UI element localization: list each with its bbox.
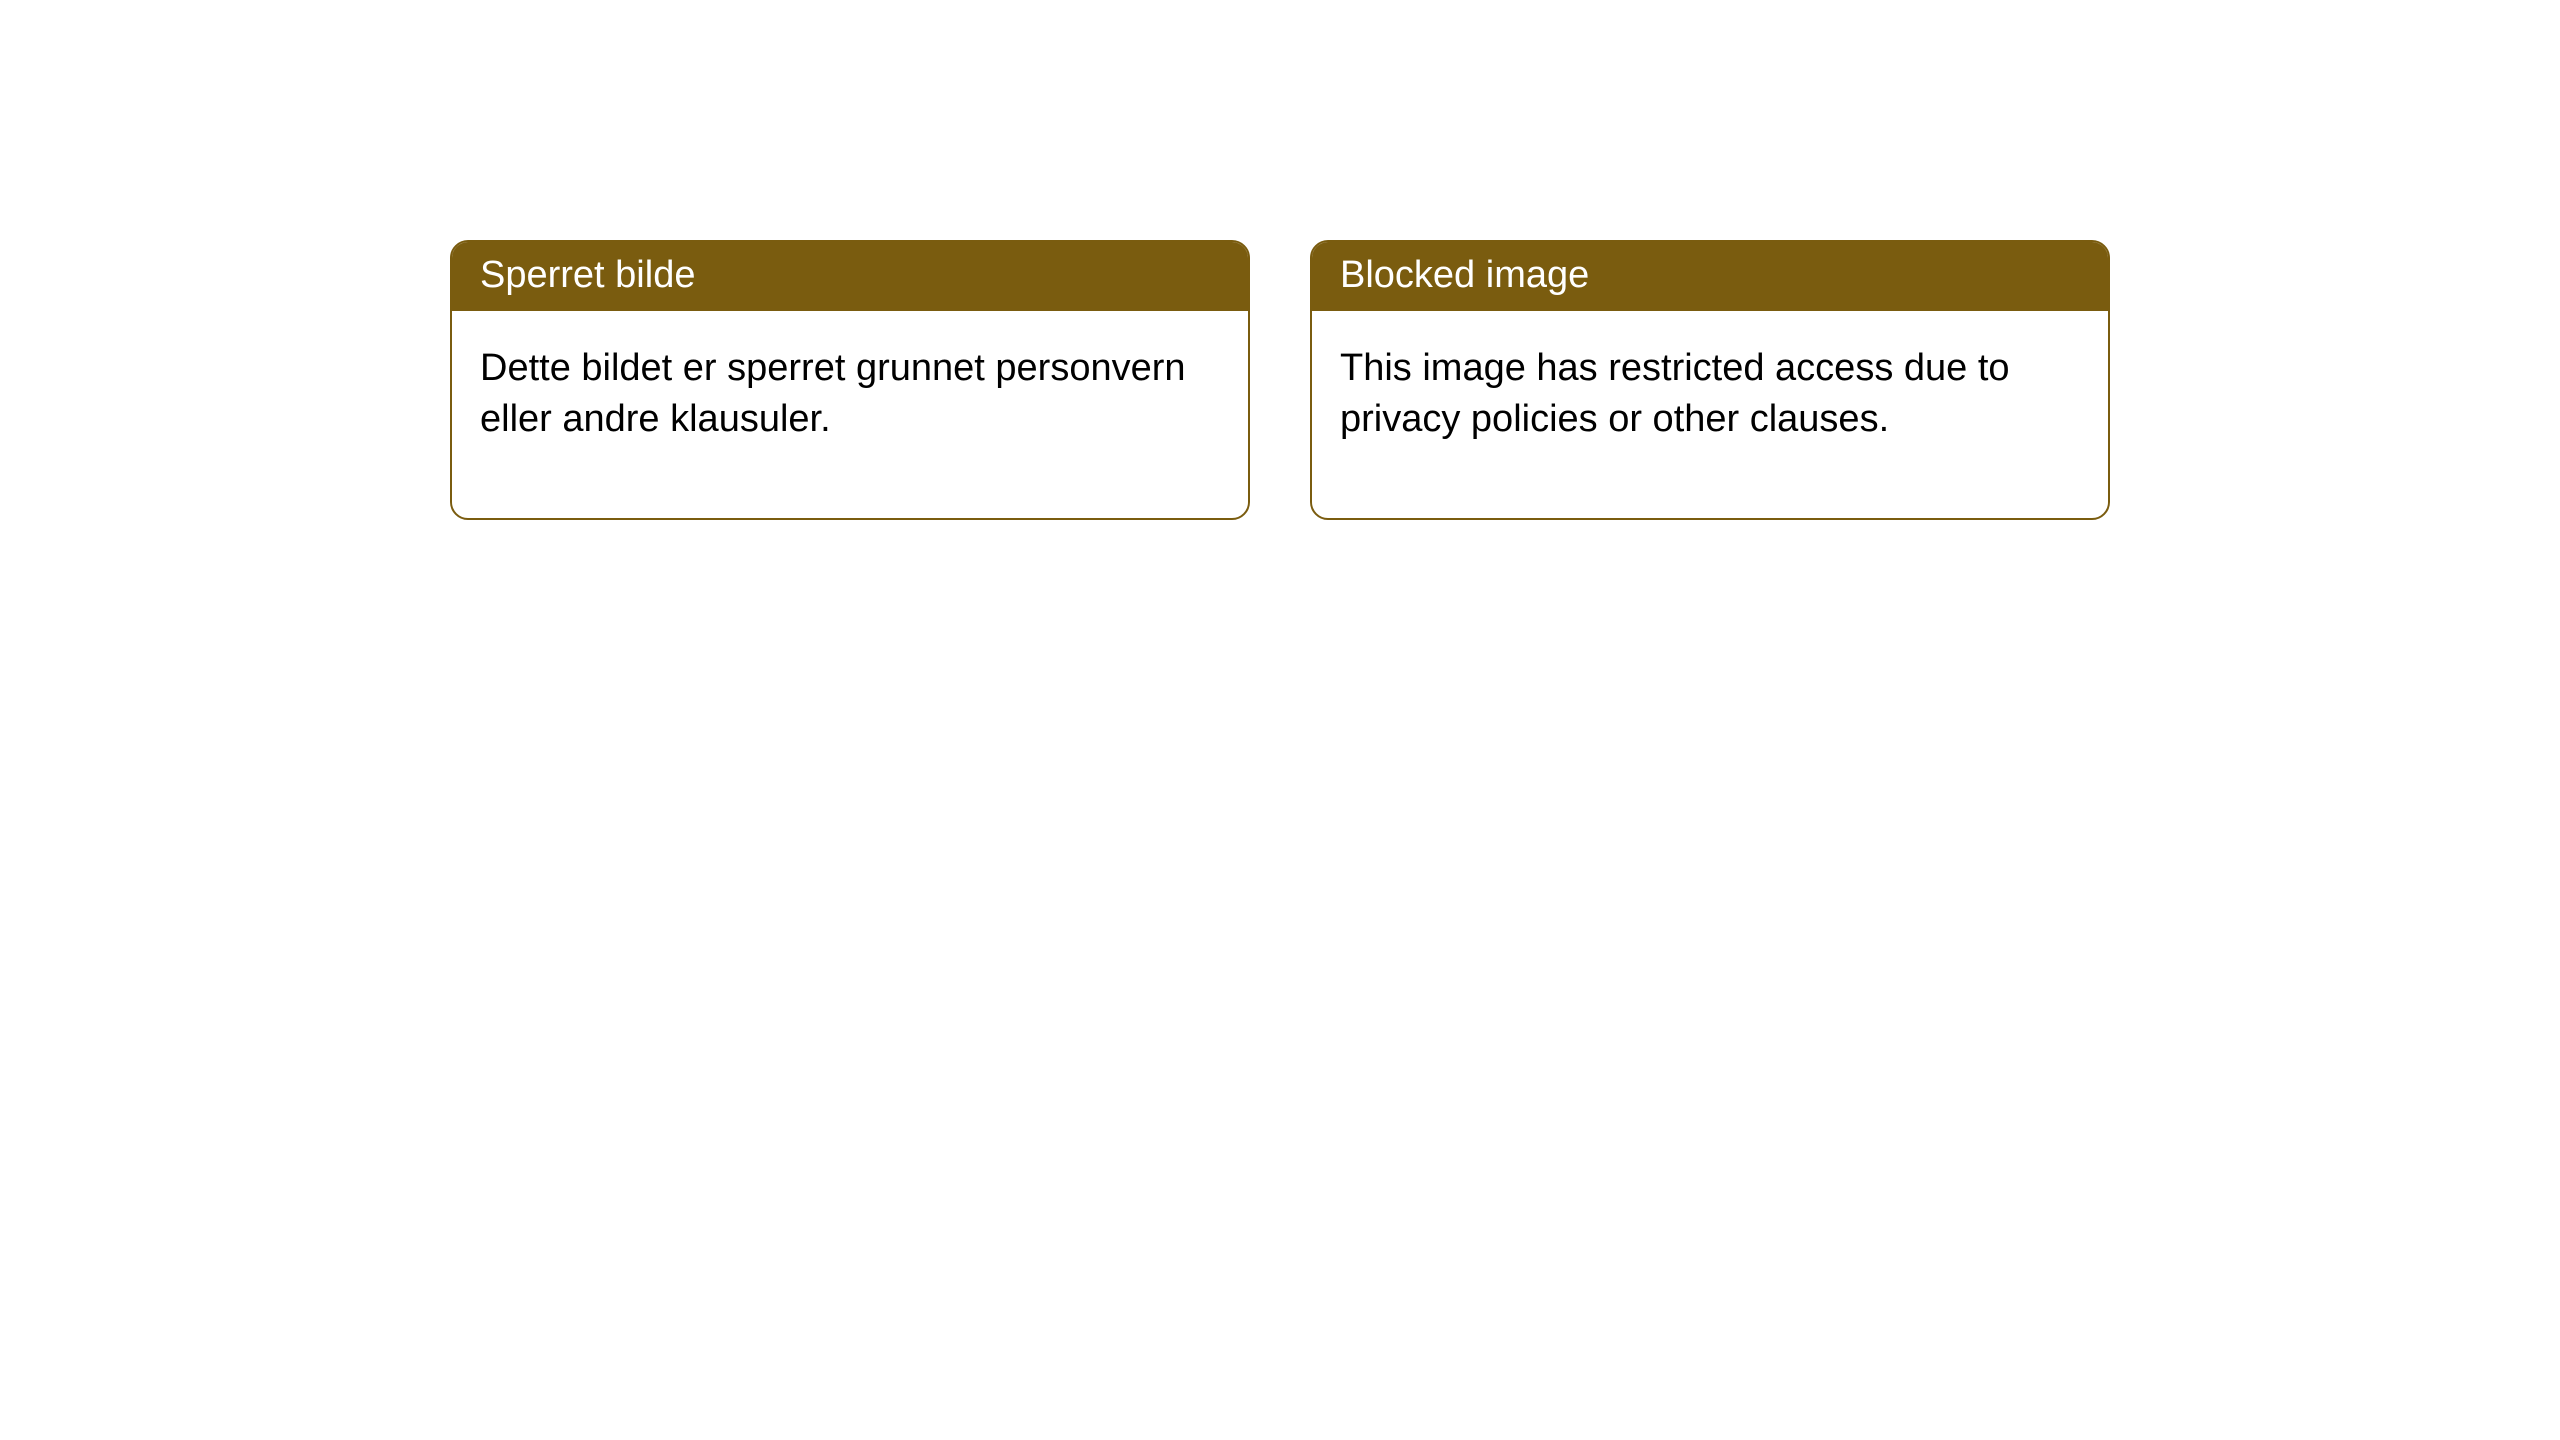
notice-body-en: This image has restricted access due to … [1312, 311, 2108, 518]
notice-title-en: Blocked image [1312, 242, 2108, 311]
notice-card-no: Sperret bilde Dette bildet er sperret gr… [450, 240, 1250, 520]
notice-title-no: Sperret bilde [452, 242, 1248, 311]
notice-container: Sperret bilde Dette bildet er sperret gr… [450, 240, 2110, 520]
notice-card-en: Blocked image This image has restricted … [1310, 240, 2110, 520]
notice-body-no: Dette bildet er sperret grunnet personve… [452, 311, 1248, 518]
